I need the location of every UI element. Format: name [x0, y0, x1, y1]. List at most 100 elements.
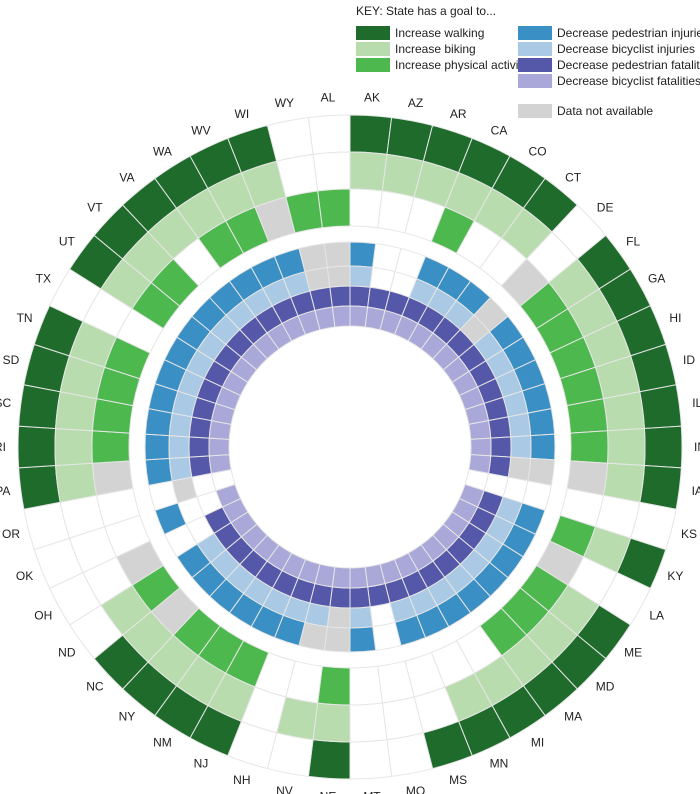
cell-pa-pinj: [144, 457, 173, 486]
cell-ak-phys: [349, 188, 383, 229]
cell-ne-bfat: [331, 566, 351, 589]
cell-wy-bfat: [314, 306, 336, 331]
legend-item-decrease-pedestrian-injuries: Decrease pedestrian injuries: [518, 25, 700, 41]
legend-label: Decrease bicyclist fatalities: [557, 73, 700, 88]
legend-item-decrease-pedestrian-fatalities: Decrease pedestrian fatalities: [518, 57, 700, 73]
cell-il-walk: [639, 384, 682, 430]
cell-il-pinj: [527, 408, 556, 437]
cell-il-bike: [602, 391, 645, 432]
state-label-ks: KS: [681, 527, 697, 541]
state-label-tx: TX: [36, 271, 51, 285]
state-label-ky: KY: [667, 569, 683, 583]
legend-item-increase-biking: Increase biking: [356, 41, 476, 57]
legend-label: Decrease pedestrian fatalities: [557, 57, 700, 72]
state-label-me: ME: [624, 646, 642, 660]
legend-swatch: [356, 57, 390, 72]
cell-ak-pinj: [349, 241, 377, 268]
cell-ne-walk: [307, 739, 351, 780]
cell-ne-binj: [326, 606, 351, 629]
legend-item-increase-physical-activity: Increase physical activity: [356, 57, 528, 73]
state-label-nv: NV: [276, 784, 293, 794]
cell-ak-walk: [349, 114, 393, 155]
legend-label: Decrease pedestrian injuries: [557, 25, 700, 40]
state-label-or: OR: [2, 527, 20, 541]
cell-wy-phys: [285, 190, 323, 234]
legend-swatch: [518, 41, 552, 56]
legend-swatch: [356, 41, 390, 56]
cell-ne-pinj: [323, 626, 351, 653]
state-label-nc: NC: [86, 680, 104, 694]
cell-al-walk: [307, 114, 351, 155]
cell-mt-bfat: [349, 566, 369, 589]
state-label-ny: NY: [119, 710, 136, 724]
cell-mt-pfat: [349, 586, 371, 609]
cell-ri-pfat: [188, 436, 210, 458]
cell-ri-bfat: [208, 437, 230, 457]
cell-ak-bike: [349, 151, 388, 192]
cell-il-pfat: [487, 416, 512, 439]
state-label-wy: WY: [275, 96, 294, 110]
state-label-sc: SC: [0, 396, 11, 410]
state-label-ri: RI: [0, 440, 6, 454]
cell-in-binj: [510, 435, 532, 459]
state-label-il: IL: [692, 396, 700, 410]
state-label-vt: VT: [87, 200, 103, 214]
chart-cells: [17, 114, 683, 780]
legend-label: Increase physical activity: [395, 57, 528, 72]
cell-in-pinj: [530, 433, 556, 461]
cell-ri-binj: [168, 435, 190, 459]
legend-label: Increase biking: [395, 41, 476, 56]
cell-ak-binj: [349, 265, 374, 288]
cell-pa-binj: [168, 456, 193, 482]
state-label-ak: AK: [364, 91, 380, 105]
state-label-ct: CT: [565, 170, 582, 184]
cell-al-pinj: [323, 241, 351, 268]
cell-ak-pfat: [349, 285, 371, 308]
state-label-nh: NH: [233, 773, 250, 787]
cell-in-phys: [570, 430, 609, 464]
state-label-la: LA: [649, 609, 664, 623]
cell-al-pfat: [329, 285, 351, 308]
legend-swatch: [518, 25, 552, 40]
legend-swatch: [356, 25, 390, 40]
state-label-nd: ND: [58, 646, 76, 660]
legend-item-increase-walking: Increase walking: [356, 25, 484, 41]
cell-mt-walk: [349, 739, 393, 780]
state-label-ne: NE: [320, 789, 337, 794]
cell-al-binj: [326, 265, 351, 288]
state-label-ia: IA: [692, 484, 700, 498]
state-label-pa: PA: [0, 484, 10, 498]
state-label-ms: MS: [449, 773, 467, 787]
cell-ri-phys: [91, 430, 130, 464]
legend-item-decrease-bicyclist-injuries: Decrease bicyclist injuries: [518, 41, 695, 57]
legend-label: Decrease bicyclist injuries: [557, 41, 696, 56]
cell-pa-walk: [18, 464, 61, 510]
legend-item-data-not-available: Data not available: [518, 103, 653, 119]
state-label-hi: HI: [669, 311, 681, 325]
cell-il-bfat: [468, 419, 492, 440]
cell-pa-pfat: [188, 455, 213, 478]
state-label-ar: AR: [450, 107, 467, 121]
state-label-co: CO: [529, 144, 547, 158]
cell-in-walk: [643, 425, 683, 469]
cell-sc-walk: [18, 384, 61, 430]
cell-ri-pinj: [144, 433, 170, 461]
cell-mt-binj: [349, 606, 374, 629]
state-label-id: ID: [683, 353, 695, 367]
legend-swatch: [518, 57, 552, 72]
cell-in-pfat: [490, 436, 512, 458]
cell-ri-bike: [54, 427, 94, 467]
state-label-in: IN: [694, 440, 700, 454]
state-label-mt: MT: [363, 789, 381, 794]
state-label-md: MD: [596, 680, 615, 694]
legend-title: KEY: State has a goal to...: [356, 4, 497, 18]
cell-ne-bike: [312, 702, 351, 743]
state-label-wv: WV: [191, 123, 210, 137]
state-label-sd: SD: [3, 353, 20, 367]
state-label-ok: OK: [16, 569, 33, 583]
state-label-mo: MO: [406, 784, 425, 794]
cell-ri-walk: [17, 425, 57, 469]
cell-il-binj: [507, 412, 532, 438]
state-label-oh: OH: [34, 609, 52, 623]
